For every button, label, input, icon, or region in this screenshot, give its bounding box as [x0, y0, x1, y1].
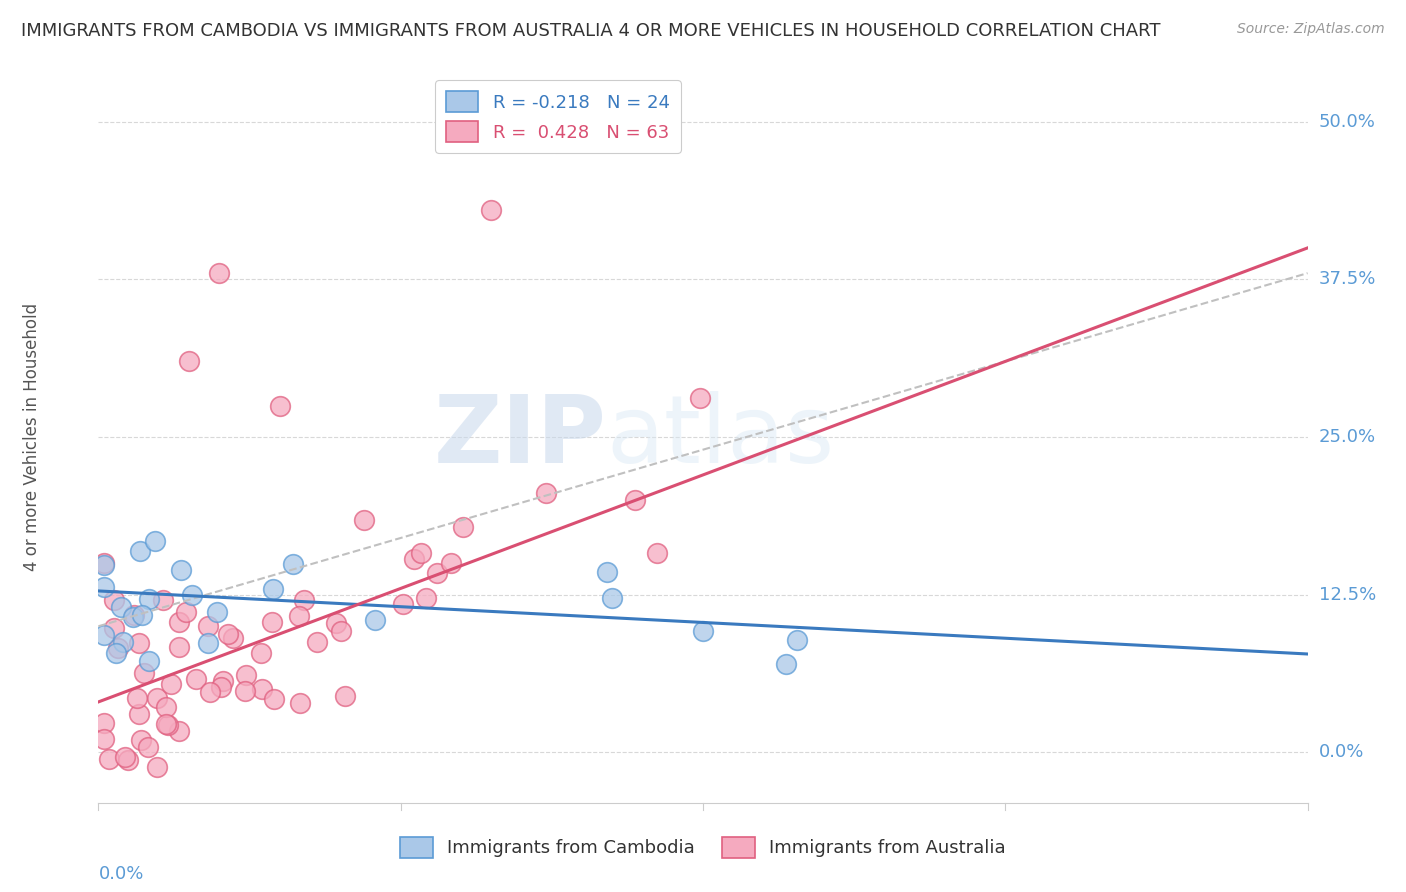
- Point: [689, 391, 711, 405]
- Point: [353, 513, 375, 527]
- Point: [128, 706, 150, 721]
- Text: 4 or more Vehicles in Household: 4 or more Vehicles in Household: [22, 303, 41, 571]
- Point: [392, 597, 415, 611]
- Text: 0.0%: 0.0%: [98, 865, 143, 883]
- Point: [260, 615, 283, 629]
- Point: [249, 646, 271, 660]
- Point: [647, 546, 669, 560]
- Point: [200, 685, 222, 699]
- Point: [136, 739, 159, 754]
- Point: [155, 717, 177, 731]
- Point: [262, 582, 284, 596]
- Point: [93, 556, 115, 570]
- Point: [93, 558, 115, 573]
- Point: [107, 640, 129, 655]
- Point: [170, 563, 193, 577]
- Point: [325, 615, 347, 630]
- Point: [145, 690, 167, 705]
- Point: [426, 566, 449, 580]
- Text: ZIP: ZIP: [433, 391, 606, 483]
- Point: [329, 624, 352, 638]
- Point: [208, 266, 231, 280]
- Point: [110, 600, 132, 615]
- Text: 50.0%: 50.0%: [1319, 112, 1375, 131]
- Point: [138, 591, 160, 606]
- Point: [122, 607, 145, 622]
- Point: [176, 605, 198, 619]
- Point: [205, 606, 228, 620]
- Point: [131, 608, 153, 623]
- Point: [93, 731, 115, 746]
- Point: [145, 760, 167, 774]
- Point: [364, 613, 387, 627]
- Point: [252, 681, 274, 696]
- Point: [97, 752, 120, 766]
- Text: Source: ZipAtlas.com: Source: ZipAtlas.com: [1237, 22, 1385, 37]
- Point: [129, 732, 152, 747]
- Point: [152, 593, 174, 607]
- Text: 0.0%: 0.0%: [1319, 743, 1364, 762]
- Point: [305, 635, 328, 649]
- Point: [159, 677, 181, 691]
- Point: [263, 692, 285, 706]
- Point: [288, 608, 311, 623]
- Point: [624, 493, 647, 508]
- Point: [128, 636, 150, 650]
- Point: [602, 591, 624, 606]
- Point: [292, 593, 315, 607]
- Point: [197, 618, 219, 632]
- Text: 12.5%: 12.5%: [1319, 586, 1376, 604]
- Point: [156, 718, 179, 732]
- Point: [209, 680, 232, 694]
- Point: [114, 750, 136, 764]
- Point: [440, 556, 463, 570]
- Point: [117, 753, 139, 767]
- Point: [404, 552, 426, 566]
- Point: [775, 657, 797, 671]
- Point: [186, 672, 208, 686]
- Legend: Immigrants from Cambodia, Immigrants from Australia: Immigrants from Cambodia, Immigrants fro…: [391, 828, 1015, 867]
- Text: 37.5%: 37.5%: [1319, 270, 1376, 288]
- Point: [155, 700, 177, 714]
- Point: [138, 654, 160, 668]
- Point: [104, 646, 127, 660]
- Point: [179, 354, 201, 368]
- Point: [143, 534, 166, 549]
- Point: [134, 665, 156, 680]
- Point: [103, 621, 125, 635]
- Point: [112, 635, 135, 649]
- Point: [409, 546, 432, 560]
- Point: [197, 636, 219, 650]
- Text: IMMIGRANTS FROM CAMBODIA VS IMMIGRANTS FROM AUSTRALIA 4 OR MORE VEHICLES IN HOUS: IMMIGRANTS FROM CAMBODIA VS IMMIGRANTS F…: [21, 22, 1160, 40]
- Point: [786, 633, 808, 648]
- Point: [103, 592, 125, 607]
- Point: [283, 558, 305, 572]
- Text: atlas: atlas: [606, 391, 835, 483]
- Text: 25.0%: 25.0%: [1319, 428, 1376, 446]
- Point: [222, 631, 245, 645]
- Point: [235, 668, 257, 682]
- Point: [169, 640, 191, 655]
- Point: [127, 691, 149, 706]
- Point: [415, 591, 437, 605]
- Point: [93, 716, 115, 731]
- Point: [122, 610, 145, 624]
- Point: [93, 581, 115, 595]
- Point: [269, 399, 291, 413]
- Point: [451, 520, 474, 534]
- Point: [235, 683, 257, 698]
- Point: [180, 588, 202, 602]
- Point: [692, 624, 714, 639]
- Point: [212, 674, 235, 689]
- Point: [167, 724, 190, 739]
- Point: [217, 627, 239, 641]
- Point: [481, 203, 503, 218]
- Point: [93, 628, 115, 642]
- Point: [595, 565, 617, 579]
- Point: [534, 485, 557, 500]
- Point: [167, 615, 190, 629]
- Point: [335, 690, 357, 704]
- Point: [288, 696, 311, 710]
- Point: [129, 544, 152, 558]
